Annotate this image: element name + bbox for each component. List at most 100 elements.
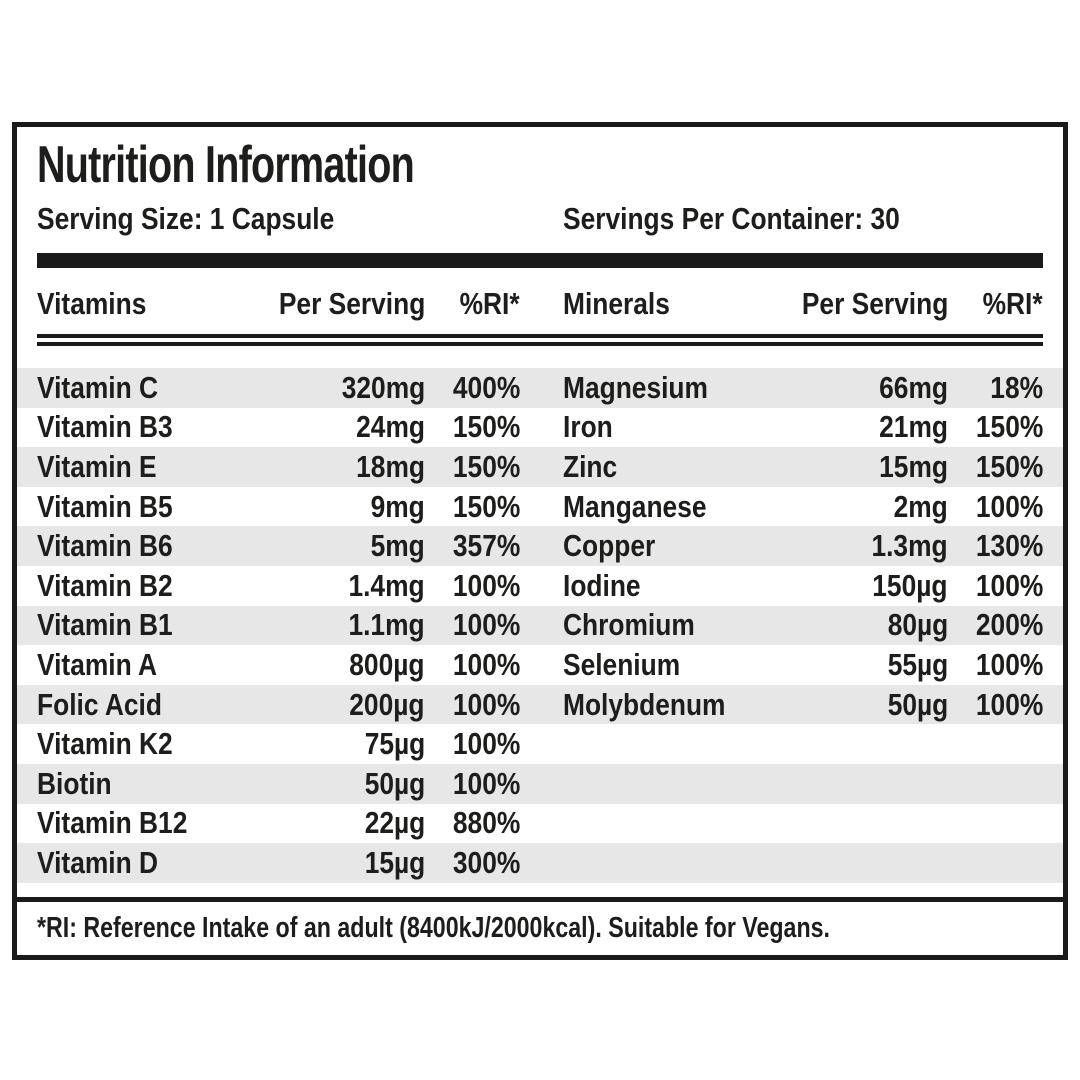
- vitamin-ri: 100%: [452, 567, 520, 603]
- vitamin-entry: Vitamin K2 75µg 100%: [37, 726, 520, 762]
- mineral-entry: Iodine 150µg 100%: [563, 568, 1043, 604]
- vitamin-ri: 150%: [452, 409, 520, 445]
- mineral-amount: 21mg: [879, 409, 948, 445]
- vitamins-ri-header: %RI*: [459, 286, 520, 321]
- vitamin-ri: 300%: [452, 844, 520, 880]
- vitamin-amount: 1.4mg: [348, 567, 425, 603]
- mineral-name: Manganese: [563, 488, 707, 524]
- servings-per-container-text: Servings Per Container: 30: [563, 201, 900, 236]
- mineral-ri: 18%: [990, 369, 1043, 405]
- table-row: Vitamin B3 24mg 150% Iron 21mg 150%: [17, 408, 1063, 448]
- mineral-entry: Magnesium 66mg 18%: [563, 370, 1043, 406]
- mineral-name: Chromium: [563, 607, 695, 643]
- vitamin-ri: 100%: [452, 726, 520, 762]
- minerals-header-group: Minerals Per Serving %RI*: [563, 284, 1043, 324]
- vitamin-entry: Vitamin B6 5mg 357%: [37, 528, 520, 564]
- vitamin-name: Vitamin B6: [37, 528, 173, 564]
- vitamin-ri: 100%: [452, 607, 520, 643]
- mineral-entry: [563, 845, 1043, 881]
- vitamin-entry: Vitamin E 18mg 150%: [37, 449, 520, 485]
- table-row: Vitamin B5 9mg 150% Manganese 2mg 100%: [17, 487, 1063, 527]
- vitamin-amount: 5mg: [370, 528, 425, 564]
- table-header-row: Vitamins Per Serving %RI* Minerals Per S…: [17, 284, 1063, 324]
- vitamin-entry: Vitamin B5 9mg 150%: [37, 489, 520, 525]
- mineral-name: Zinc: [563, 448, 618, 484]
- vitamin-entry: Vitamin C 320mg 400%: [37, 370, 520, 406]
- mineral-name: Selenium: [563, 646, 681, 682]
- mineral-ri: 130%: [975, 528, 1043, 564]
- table-row: Folic Acid 200µg 100% Molybdenum 50µg 100%: [17, 684, 1063, 725]
- footnote-text: *RI: Reference Intake of an adult (8400k…: [37, 912, 830, 944]
- vitamin-entry: Vitamin A 800µg 100%: [37, 647, 520, 683]
- mineral-amount: 15mg: [879, 448, 948, 484]
- table-row: Biotin 50µg 100%: [17, 763, 1063, 804]
- mineral-amount: 55µg: [887, 646, 948, 682]
- vitamins-header-group: Vitamins Per Serving %RI*: [37, 284, 520, 324]
- mineral-amount: 80µg: [887, 607, 948, 643]
- vitamin-name: Vitamin D: [37, 844, 159, 880]
- vitamin-name: Biotin: [37, 765, 112, 801]
- footnote-bar: *RI: Reference Intake of an adult (8400k…: [17, 897, 1063, 955]
- vitamins-per-serving-header: Per Serving: [278, 286, 425, 321]
- vitamin-amount: 320mg: [341, 369, 425, 405]
- vitamin-name: Vitamin B2: [37, 567, 173, 603]
- table-row: Vitamin B2 1.4mg 100% Iodine 150µg 100%: [17, 566, 1063, 606]
- vitamin-ri: 357%: [452, 528, 520, 564]
- table-row: Vitamin D 15µg 300%: [17, 843, 1063, 883]
- mineral-ri: 150%: [975, 409, 1043, 445]
- minerals-column-header: Minerals: [563, 286, 670, 321]
- nutrient-rows: Vitamin C 320mg 400% Magnesium 66mg 18% Vitami…: [17, 368, 1063, 883]
- mineral-amount: 1.3mg: [871, 528, 948, 564]
- vitamin-entry: Vitamin D 15µg 300%: [37, 845, 520, 881]
- vitamin-entry: Vitamin B3 24mg 150%: [37, 409, 520, 445]
- mineral-entry: [563, 726, 1043, 762]
- vitamin-amount: 50µg: [364, 765, 425, 801]
- vitamin-name: Vitamin B5: [37, 488, 173, 524]
- mineral-entry: Manganese 2mg 100%: [563, 489, 1043, 525]
- table-row: Vitamin B1 1.1mg 100% Chromium 80µg 200%: [17, 605, 1063, 646]
- vitamin-ri: 100%: [452, 646, 520, 682]
- mineral-name: Molybdenum: [563, 686, 726, 722]
- vitamin-name: Folic Acid: [37, 686, 162, 722]
- vitamin-ri: 400%: [452, 369, 520, 405]
- mineral-amount: 150µg: [872, 567, 948, 603]
- vitamin-entry: Folic Acid 200µg 100%: [37, 687, 520, 723]
- vitamin-name: Vitamin B1: [37, 607, 173, 643]
- mineral-entry: Zinc 15mg 150%: [563, 449, 1043, 485]
- mineral-entry: Selenium 55µg 100%: [563, 647, 1043, 683]
- vitamin-entry: Vitamin B1 1.1mg 100%: [37, 607, 520, 643]
- vitamins-column-header: Vitamins: [37, 286, 147, 321]
- mineral-entry: Iron 21mg 150%: [563, 409, 1043, 445]
- vitamin-ri: 150%: [452, 448, 520, 484]
- nutrition-label: Nutrition Information Serving Size: 1 Ca…: [12, 122, 1068, 960]
- mineral-ri: 100%: [975, 567, 1043, 603]
- vitamin-name: Vitamin C: [37, 369, 159, 405]
- mineral-ri: 100%: [975, 686, 1043, 722]
- table-row: Vitamin E 18mg 150% Zinc 15mg 150%: [17, 447, 1063, 487]
- vitamin-amount: 800µg: [349, 646, 425, 682]
- table-row: Vitamin B12 22µg 880%: [17, 804, 1063, 844]
- minerals-ri-header: %RI*: [982, 286, 1043, 321]
- vitamin-amount: 200µg: [349, 686, 425, 722]
- vitamin-name: Vitamin B12: [37, 805, 188, 841]
- mineral-entry: Molybdenum 50µg 100%: [563, 687, 1043, 723]
- section-divider-bar: [37, 253, 1043, 268]
- vitamin-ri: 880%: [452, 805, 520, 841]
- vitamin-amount: 18mg: [356, 448, 425, 484]
- mineral-amount: 66mg: [879, 369, 948, 405]
- mineral-name: Copper: [563, 528, 656, 564]
- vitamin-name: Vitamin A: [37, 646, 158, 682]
- mineral-ri: 100%: [975, 488, 1043, 524]
- mineral-entry: Copper 1.3mg 130%: [563, 528, 1043, 564]
- serving-size-text: Serving Size: 1 Capsule: [37, 201, 335, 236]
- minerals-per-serving-header: Per Serving: [801, 286, 948, 321]
- vitamin-name: Vitamin K2: [37, 726, 173, 762]
- mineral-name: Iodine: [563, 567, 641, 603]
- vitamin-ri: 150%: [452, 488, 520, 524]
- table-row: Vitamin K2 75µg 100%: [17, 724, 1063, 764]
- vitamin-entry: Vitamin B2 1.4mg 100%: [37, 568, 520, 604]
- table-row: Vitamin C 320mg 400% Magnesium 66mg 18%: [17, 368, 1063, 408]
- vitamin-amount: 9mg: [370, 488, 425, 524]
- vitamin-amount: 24mg: [356, 409, 425, 445]
- vitamin-ri: 100%: [452, 765, 520, 801]
